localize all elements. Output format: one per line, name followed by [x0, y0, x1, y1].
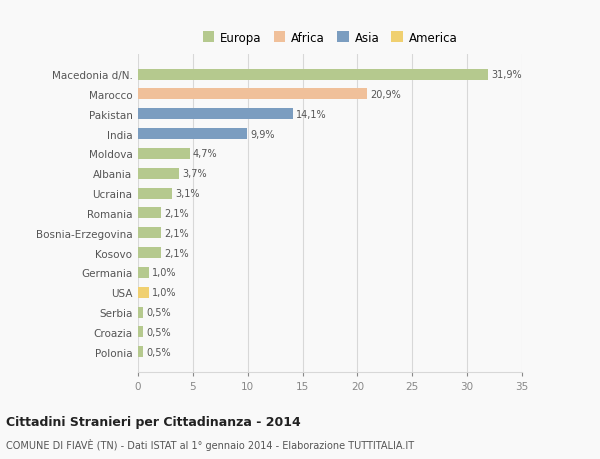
Bar: [138, 69, 488, 80]
Text: 31,9%: 31,9%: [491, 70, 522, 80]
Text: 1,0%: 1,0%: [152, 268, 177, 278]
Bar: [138, 208, 161, 219]
Text: 3,1%: 3,1%: [175, 189, 200, 199]
Bar: [138, 149, 190, 160]
Bar: [138, 129, 247, 140]
Text: 2,1%: 2,1%: [164, 228, 189, 238]
Text: 3,7%: 3,7%: [182, 169, 206, 179]
Bar: [138, 307, 143, 318]
Bar: [138, 347, 143, 358]
Bar: [138, 327, 143, 338]
Bar: [138, 188, 172, 199]
Legend: Europa, Africa, Asia, America: Europa, Africa, Asia, America: [200, 29, 460, 47]
Text: 0,5%: 0,5%: [147, 347, 172, 357]
Bar: [138, 168, 179, 179]
Text: 20,9%: 20,9%: [371, 90, 401, 100]
Text: 9,9%: 9,9%: [250, 129, 274, 139]
Bar: [138, 89, 367, 100]
Text: 2,1%: 2,1%: [164, 208, 189, 218]
Bar: [138, 247, 161, 258]
Text: 2,1%: 2,1%: [164, 248, 189, 258]
Text: 14,1%: 14,1%: [296, 110, 326, 119]
Bar: [138, 228, 161, 239]
Text: 4,7%: 4,7%: [193, 149, 217, 159]
Text: COMUNE DI FIAVÈ (TN) - Dati ISTAT al 1° gennaio 2014 - Elaborazione TUTTITALIA.I: COMUNE DI FIAVÈ (TN) - Dati ISTAT al 1° …: [6, 438, 414, 450]
Bar: [138, 267, 149, 278]
Text: 1,0%: 1,0%: [152, 288, 177, 297]
Bar: [138, 109, 293, 120]
Bar: [138, 287, 149, 298]
Text: 0,5%: 0,5%: [147, 327, 172, 337]
Text: Cittadini Stranieri per Cittadinanza - 2014: Cittadini Stranieri per Cittadinanza - 2…: [6, 415, 301, 428]
Text: 0,5%: 0,5%: [147, 308, 172, 317]
